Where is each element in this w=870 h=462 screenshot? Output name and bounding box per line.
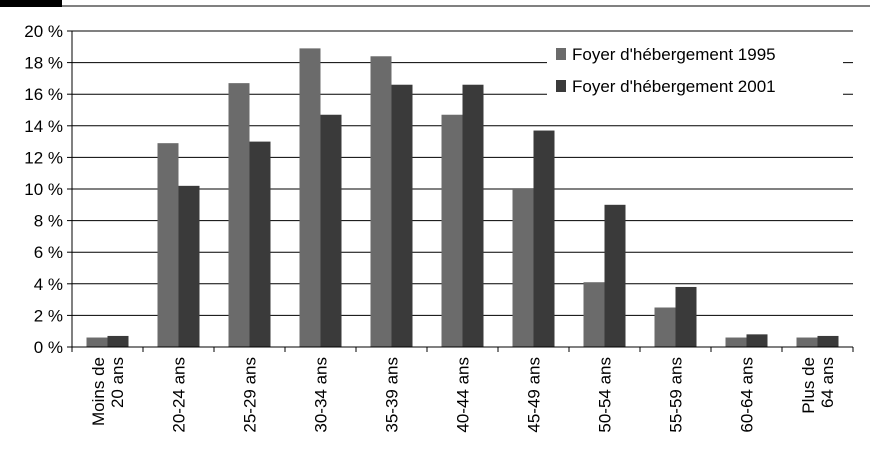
y-tick-label: 6 % bbox=[34, 243, 63, 262]
legend-label: Foyer d'hébergement 2001 bbox=[572, 77, 776, 96]
y-tick-label: 20 % bbox=[24, 22, 63, 41]
bar-1995 bbox=[299, 48, 321, 347]
bar-2001 bbox=[107, 335, 129, 347]
y-tick-label: 12 % bbox=[24, 148, 63, 167]
x-category-label: Plus de bbox=[799, 357, 818, 414]
header-accent-block bbox=[0, 0, 62, 7]
x-category-label: 64 ans bbox=[818, 357, 837, 408]
bar-2001 bbox=[533, 130, 555, 347]
bar-2001 bbox=[817, 335, 839, 347]
bar-1995 bbox=[512, 189, 534, 347]
bar-1995 bbox=[725, 337, 747, 347]
legend-box bbox=[547, 41, 843, 106]
bar-1995 bbox=[441, 114, 463, 348]
x-category-label: 55-59 ans bbox=[667, 357, 686, 433]
x-category-label: 30-34 ans bbox=[312, 357, 331, 433]
legend-swatch bbox=[556, 80, 566, 92]
bar-2001 bbox=[604, 204, 626, 347]
x-axis: Moins de 20 ans 20-24 ans 25-29 ans 30-34 an… bbox=[71, 346, 854, 433]
legend: Foyer d'hébergement 1995 Foyer d'hébergem… bbox=[547, 41, 843, 106]
x-category-label: 50-54 ans bbox=[596, 357, 615, 433]
x-category-label: Moins de bbox=[89, 357, 108, 426]
x-category-label: 60-64 ans bbox=[738, 357, 757, 433]
y-axis: 0 % 2 % 4 % 6 % 8 % 10 % 12 % 14 % 16 % 18 % 20 % bbox=[24, 22, 73, 357]
bar-1995 bbox=[796, 337, 818, 347]
y-tick-label: 2 % bbox=[34, 306, 63, 325]
legend-label: Foyer d'hébergement 1995 bbox=[572, 45, 776, 64]
x-category-label: 35-39 ans bbox=[383, 357, 402, 433]
bar-2001 bbox=[675, 286, 697, 347]
x-category-label: 20 ans bbox=[108, 357, 127, 408]
bar-2001 bbox=[249, 141, 271, 347]
bar-2001 bbox=[746, 334, 768, 347]
legend-swatch bbox=[556, 48, 566, 60]
x-category-label: 40-44 ans bbox=[454, 357, 473, 433]
x-category-label: 25-29 ans bbox=[241, 357, 260, 433]
y-tick-label: 18 % bbox=[24, 54, 63, 73]
bar-1995 bbox=[228, 83, 250, 347]
bar-1995 bbox=[157, 143, 179, 347]
bar-1995 bbox=[583, 282, 605, 347]
bar-2001 bbox=[320, 114, 342, 348]
y-tick-label: 4 % bbox=[34, 275, 63, 294]
x-category-label: 45-49 ans bbox=[525, 357, 544, 433]
y-tick-label: 8 % bbox=[34, 212, 63, 231]
bar-1995 bbox=[654, 307, 676, 347]
bar-2001 bbox=[462, 84, 484, 347]
x-category-label: 20-24 ans bbox=[170, 357, 189, 433]
bars bbox=[86, 48, 839, 348]
y-tick-label: 14 % bbox=[24, 117, 63, 136]
y-tick-label: 0 % bbox=[34, 338, 63, 357]
y-tick-label: 16 % bbox=[24, 85, 63, 104]
bar-2001 bbox=[391, 84, 413, 347]
bar-2001 bbox=[178, 185, 200, 347]
bar-1995 bbox=[86, 337, 108, 347]
bar-1995 bbox=[370, 56, 392, 347]
y-tick-label: 10 % bbox=[24, 180, 63, 199]
